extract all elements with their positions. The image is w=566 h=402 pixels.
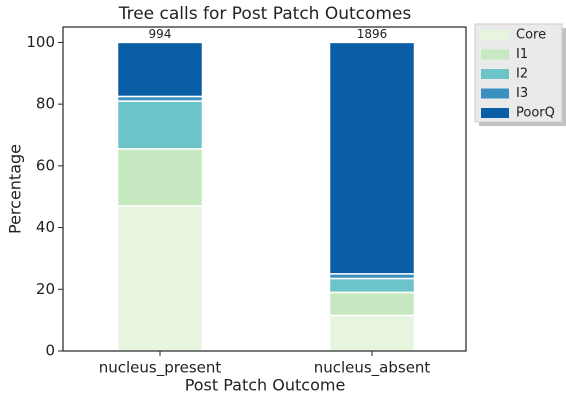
bar-segment [328, 291, 416, 317]
y-tick-label: 0 [45, 342, 55, 360]
legend-label: I1 [516, 47, 528, 62]
legend-swatch [481, 88, 509, 99]
legend-label: I3 [516, 86, 528, 101]
y-tick-label: 20 [36, 280, 55, 298]
total-label: 994 [149, 27, 172, 41]
y-tick-label: 60 [36, 156, 55, 174]
chart-title: Tree calls for Post Patch Outcomes [118, 4, 412, 24]
x-tick-label: nucleus_absent [314, 359, 431, 378]
y-axis-label: Percentage [6, 144, 25, 234]
bar-segment [328, 314, 416, 352]
bar-segment [328, 41, 416, 275]
bar-segment [116, 41, 204, 98]
legend-swatch [481, 69, 509, 79]
x-axis-label: Post Patch Outcome [185, 376, 346, 395]
legend-swatch [481, 108, 509, 118]
y-tick-label: 80 [36, 95, 55, 113]
plot-frame [62, 26, 467, 352]
bar-segment [116, 100, 204, 150]
bar-segment [116, 148, 204, 207]
bar-segment [116, 205, 204, 352]
legend-label: I2 [516, 67, 528, 82]
legend-swatch [481, 30, 509, 40]
y-tick-label: 100 [26, 33, 55, 51]
x-tick-label: nucleus_present [99, 359, 222, 378]
legend-label: Core [516, 28, 546, 43]
y-tick-label: 40 [36, 218, 55, 236]
bar-segment [328, 277, 416, 294]
total-label: 1896 [357, 27, 388, 41]
legend-swatch [481, 49, 509, 60]
legend-label: PoorQ [516, 106, 555, 121]
